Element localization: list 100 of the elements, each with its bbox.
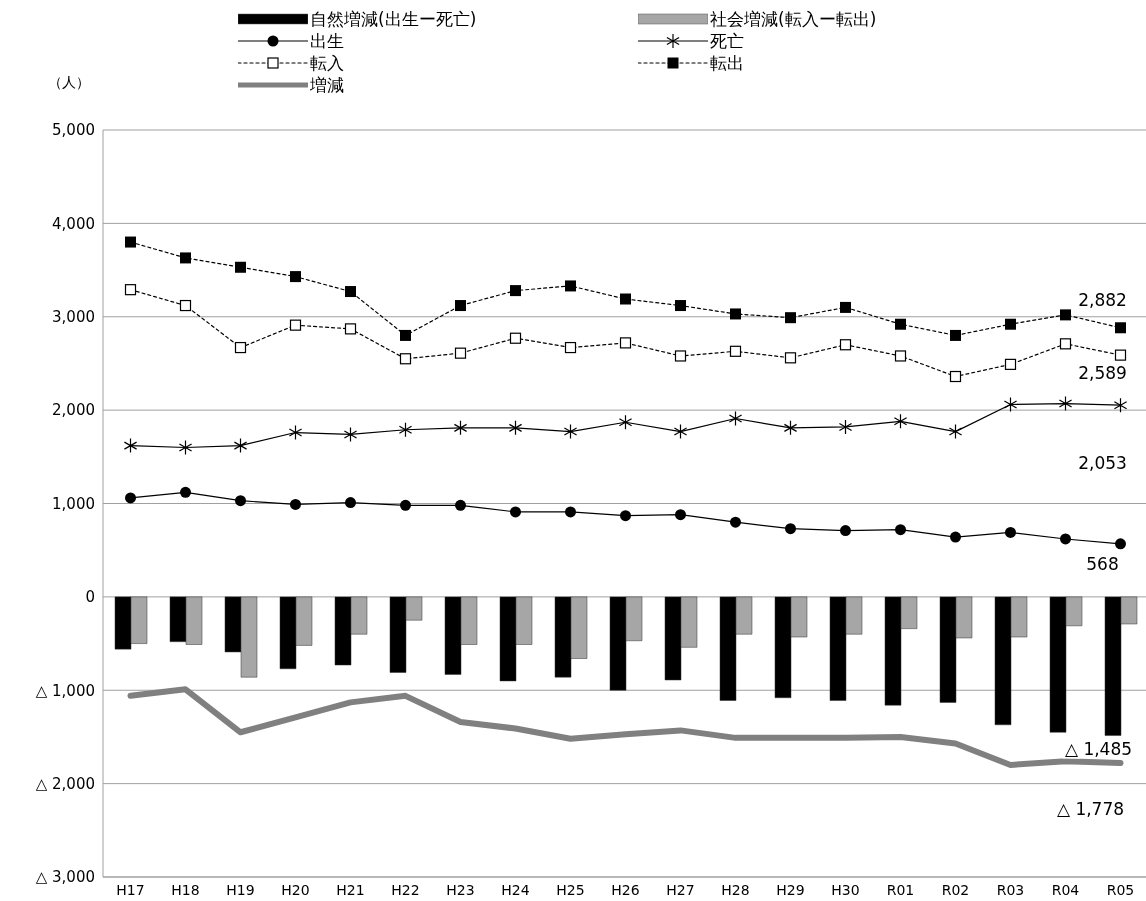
legend-label: 増減 xyxy=(310,73,344,97)
point xyxy=(290,271,301,283)
point xyxy=(618,414,633,430)
y-tick-label: 5,000 xyxy=(52,121,95,140)
x-tick-label: H17 xyxy=(116,881,145,898)
y-tick-label: △ 3,000 xyxy=(35,868,95,887)
point xyxy=(1060,309,1071,321)
x-tick-label: H29 xyxy=(776,881,805,898)
point xyxy=(180,252,191,264)
point xyxy=(345,497,356,509)
legend-label: 転出 xyxy=(710,51,744,75)
x-tick-label: R03 xyxy=(996,881,1025,898)
x-tick-label: H18 xyxy=(171,881,200,898)
point xyxy=(1115,322,1126,334)
y-tick-label: 2,000 xyxy=(52,401,95,420)
x-tick-label: R04 xyxy=(1051,881,1080,898)
point xyxy=(400,499,411,511)
point xyxy=(234,341,247,354)
point xyxy=(563,424,578,440)
point xyxy=(675,300,686,312)
x-tick-label: H21 xyxy=(336,881,365,898)
point xyxy=(508,420,523,436)
annotation: 568 xyxy=(1086,553,1119,574)
point xyxy=(839,339,852,351)
point xyxy=(674,350,687,362)
legend-label: 自然増減(出生ー死亡) xyxy=(310,7,477,31)
x-tick-label: H19 xyxy=(226,881,255,898)
point xyxy=(124,284,137,296)
point xyxy=(178,439,193,456)
point xyxy=(619,337,632,349)
x-tick-label: R02 xyxy=(941,881,970,898)
point xyxy=(675,509,686,521)
point xyxy=(399,353,412,365)
point xyxy=(895,524,906,536)
legend-label: 出生 xyxy=(310,29,344,53)
point xyxy=(948,424,963,440)
x-tick-label: H27 xyxy=(666,881,695,898)
point xyxy=(840,301,851,313)
point xyxy=(400,329,411,341)
point xyxy=(1004,358,1017,370)
x-tick-label: H23 xyxy=(446,881,475,898)
x-tick-label: R01 xyxy=(886,881,915,898)
point xyxy=(1003,396,1018,413)
y-tick-label: △ 2,000 xyxy=(35,774,95,793)
point xyxy=(950,329,961,341)
x-tick-label: H26 xyxy=(611,881,640,898)
x-tick-label: H20 xyxy=(281,881,310,898)
y-tick-label: 3,000 xyxy=(52,308,95,327)
point xyxy=(783,420,798,436)
point xyxy=(620,293,631,305)
point xyxy=(343,426,358,442)
point xyxy=(565,280,576,292)
annotation: 2,053 xyxy=(1078,453,1127,474)
point xyxy=(730,308,741,320)
point xyxy=(950,531,961,543)
point xyxy=(785,312,796,324)
point xyxy=(125,236,136,248)
point xyxy=(784,352,797,364)
x-tick-label: H24 xyxy=(501,881,530,898)
point xyxy=(840,525,851,537)
point xyxy=(179,299,192,312)
point xyxy=(673,424,688,440)
point xyxy=(1059,338,1072,350)
point xyxy=(1114,349,1127,361)
point xyxy=(1005,526,1016,538)
annotation: 2,882 xyxy=(1078,289,1127,310)
point xyxy=(455,499,466,511)
point xyxy=(838,419,853,435)
point xyxy=(893,413,908,429)
legend-label: 社会増減(転入ー転出) xyxy=(710,7,877,31)
point xyxy=(235,261,246,273)
point xyxy=(510,285,521,297)
legend-label: 死亡 xyxy=(710,29,744,53)
point xyxy=(289,319,302,331)
legend-label: 転入 xyxy=(310,51,344,75)
x-tick-label: H22 xyxy=(391,881,420,898)
y-tick-label: 4,000 xyxy=(52,214,95,233)
y-axis-title: （人） xyxy=(48,74,90,92)
point xyxy=(453,420,468,436)
point xyxy=(785,523,796,535)
point xyxy=(1115,538,1126,550)
point xyxy=(1060,533,1071,545)
x-tick-label: H25 xyxy=(556,881,585,898)
point xyxy=(729,345,742,357)
point xyxy=(1005,318,1016,330)
annotation: △ 1,485 xyxy=(1064,738,1133,759)
point xyxy=(894,350,907,362)
point xyxy=(509,332,522,344)
point xyxy=(455,300,466,312)
point xyxy=(235,495,246,507)
y-tick-label: 1,000 xyxy=(52,494,95,513)
point xyxy=(288,424,303,441)
point xyxy=(895,318,906,330)
point xyxy=(730,516,741,528)
y-tick-label: 0 xyxy=(85,588,95,607)
point xyxy=(454,347,467,359)
point xyxy=(398,422,413,438)
point xyxy=(620,510,631,522)
point xyxy=(1113,397,1128,413)
point xyxy=(510,506,521,518)
